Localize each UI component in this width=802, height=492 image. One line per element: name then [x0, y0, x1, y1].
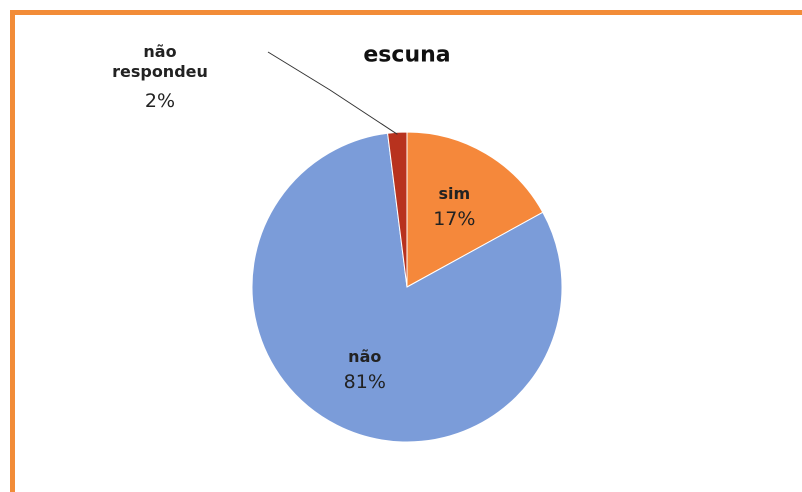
- pie-slice: [387, 131, 408, 288]
- pie-slice: [251, 132, 563, 443]
- frame: [10, 10, 15, 492]
- leader-line: [267, 51, 398, 135]
- slice-value: 2%: [144, 90, 176, 113]
- slice-label: sim: [438, 183, 471, 203]
- slice-label: não: [348, 346, 382, 366]
- slice-value: 17%: [433, 208, 476, 231]
- slice-label: não respondeu: [112, 42, 208, 81]
- chart-title: escuna: [363, 42, 451, 68]
- pie-slice: [406, 131, 544, 288]
- frame: [10, 10, 802, 15]
- slice-value: 81%: [343, 370, 386, 393]
